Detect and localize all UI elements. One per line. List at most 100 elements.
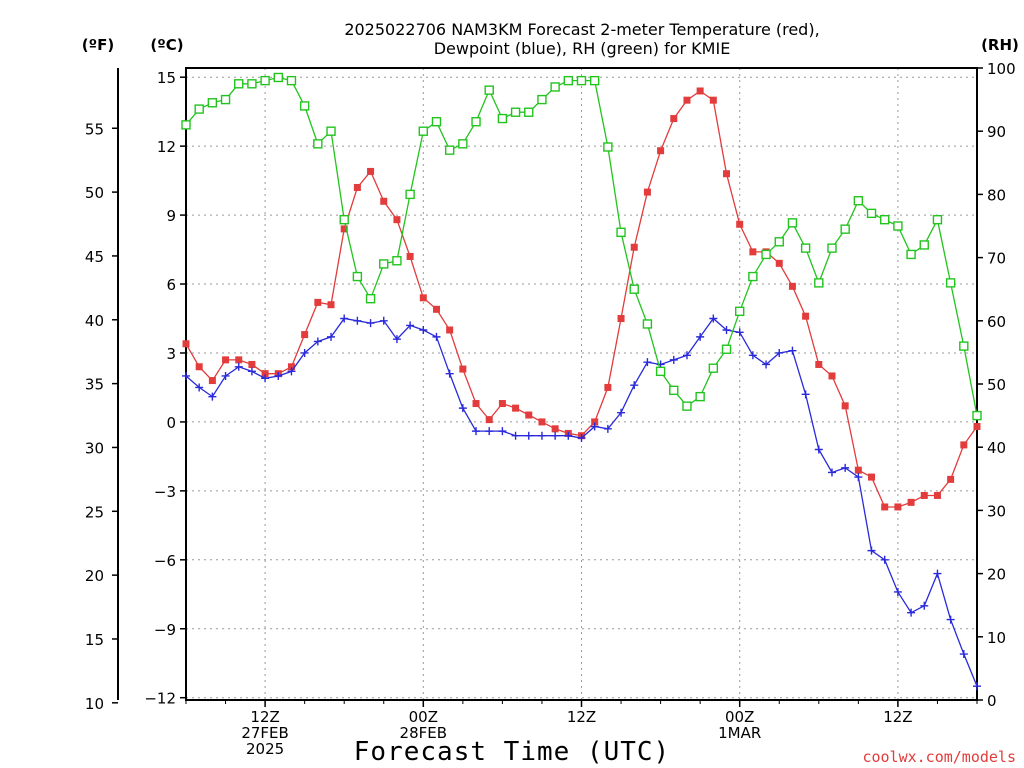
dewpoint-point <box>907 608 916 617</box>
x-tick-label: 1MAR <box>718 724 761 742</box>
rh-point <box>616 227 626 238</box>
temperature-point <box>406 252 414 260</box>
rh-point <box>352 271 363 282</box>
celsius-tick-label: 9 <box>166 207 176 225</box>
temperature-point <box>538 418 546 426</box>
fahrenheit-tick-label: 20 <box>85 567 104 585</box>
rh-point <box>655 366 666 377</box>
rh-point <box>550 82 560 92</box>
fahrenheit-tick-label: 10 <box>85 695 104 713</box>
x-axis-label: Forecast Time (UTC) <box>354 737 670 767</box>
dewpoint-point <box>485 427 494 436</box>
fahrenheit-tick-label: 15 <box>85 631 104 649</box>
dewpoint-point <box>735 328 744 337</box>
dewpoint-point <box>946 615 955 624</box>
rh-point <box>260 75 270 86</box>
temperature-point <box>696 87 704 95</box>
dewpoint-point <box>300 348 309 357</box>
rh-point <box>853 196 864 206</box>
rh-point <box>510 107 521 117</box>
dewpoint-point <box>261 374 270 383</box>
dewpoint-point <box>617 408 626 417</box>
celsius-tick-label: 15 <box>157 69 176 87</box>
fahrenheit-tick-label: 40 <box>85 312 104 330</box>
temperature-point <box>828 372 836 380</box>
dewpoint-point <box>419 325 428 334</box>
temperature-point <box>446 326 454 334</box>
rh-point <box>339 214 349 225</box>
rh-point <box>537 94 547 105</box>
dewpoint-point <box>498 427 507 436</box>
rh-point <box>497 113 508 124</box>
temperature-point <box>353 184 361 192</box>
rh-tick-label: 0 <box>987 692 997 710</box>
temperature-point <box>920 491 928 499</box>
temperature-point <box>367 167 375 175</box>
temperature-point <box>775 259 783 267</box>
fahrenheit-tick-label: 55 <box>85 120 104 138</box>
dewpoint-point <box>880 555 889 564</box>
rh-point <box>299 101 310 111</box>
dewpoint-line <box>185 317 978 687</box>
dewpoint-point <box>313 337 322 346</box>
x-tick-label: 12Z <box>883 708 912 726</box>
dewpoint-point <box>577 434 586 443</box>
rh-point <box>787 218 798 228</box>
rh-tick-label: 90 <box>987 123 1006 141</box>
temperature-point <box>630 243 638 251</box>
temperature-point <box>894 503 902 511</box>
rh-point <box>893 221 903 231</box>
temperature-point <box>472 400 480 408</box>
temperature-point <box>512 404 520 412</box>
celsius-tick-label: 6 <box>166 276 176 294</box>
rh-tick-label: 70 <box>987 250 1006 268</box>
rh-point <box>800 243 811 253</box>
dewpoint-point <box>590 422 599 431</box>
fahrenheit-tick-label: 50 <box>85 184 104 202</box>
temperature-point <box>709 96 717 104</box>
rh-tick-label: 10 <box>987 629 1006 647</box>
temperature-point <box>432 305 440 313</box>
celsius-tick-label: −6 <box>154 552 176 570</box>
dewpoint-point <box>247 367 256 376</box>
rh-point <box>234 79 244 89</box>
temperature-point <box>854 466 862 474</box>
temperature-point <box>327 301 335 309</box>
rh-point <box>392 256 402 266</box>
dewpoint-point <box>221 371 230 380</box>
chart-title: 2025022706 NAM3KM Forecast 2-meter Tempe… <box>344 20 819 39</box>
temperature-point <box>933 491 941 499</box>
rh-point <box>682 401 692 411</box>
temperature-point <box>617 315 625 323</box>
temperature-point <box>182 340 190 348</box>
rh-tick-label: 100 <box>987 60 1016 78</box>
dewpoint-point <box>379 316 388 325</box>
dewpoint-point <box>669 355 678 364</box>
temperature-point <box>670 115 678 123</box>
temperature-point <box>591 418 599 426</box>
x-tick-label: 12Z <box>250 708 279 726</box>
rh-point <box>181 120 191 130</box>
rh-point <box>866 208 877 219</box>
dewpoint-point <box>762 360 771 369</box>
dewpoint-point <box>973 682 981 691</box>
temperature-point <box>222 356 230 364</box>
x-tick-label: 12Z <box>567 708 596 726</box>
rh-point <box>313 139 323 149</box>
rh-point <box>589 75 600 86</box>
dewpoint-point <box>208 392 217 401</box>
temperature-point <box>248 360 256 368</box>
dewpoint-point <box>630 381 639 390</box>
dewpoint-point <box>920 601 929 610</box>
dewpoint-point <box>788 346 797 355</box>
temperature-point <box>749 248 757 256</box>
temperature-point <box>841 402 849 410</box>
temperature-point <box>419 294 427 302</box>
rh-point <box>669 385 679 396</box>
rh-point <box>721 344 732 354</box>
plot-frame <box>185 67 978 701</box>
dewpoint-point <box>564 431 573 440</box>
rh-point <box>576 75 587 86</box>
dewpoint-point <box>551 431 560 440</box>
